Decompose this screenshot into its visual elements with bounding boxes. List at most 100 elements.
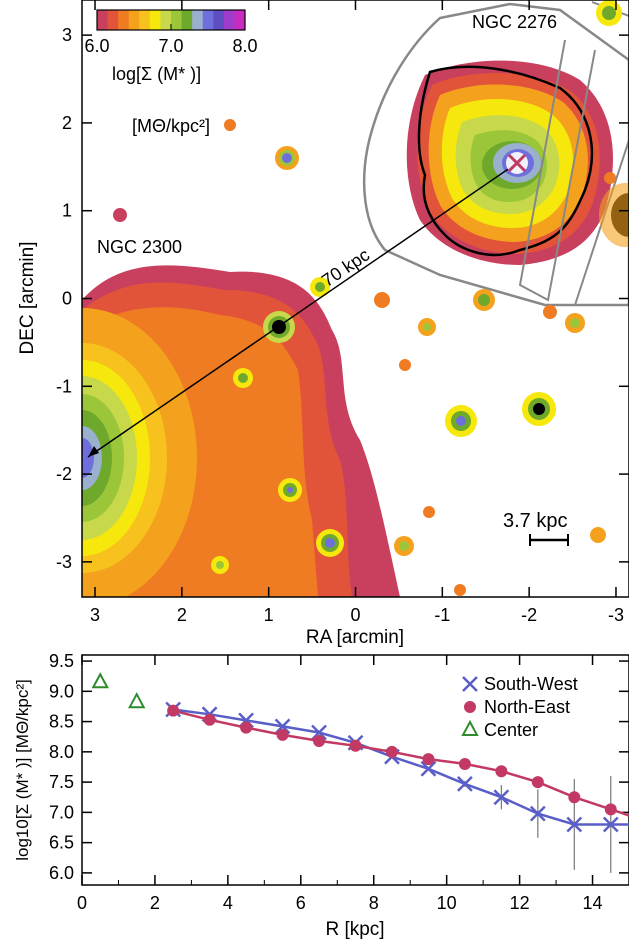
north-east-point-5	[349, 739, 362, 752]
north-east-point-7	[422, 753, 435, 766]
map-xtick-label-6: -3	[608, 605, 624, 625]
colorbar-swatch-12	[223, 10, 235, 30]
south-west-point-7	[420, 760, 437, 777]
region-boundary	[362, 2, 629, 307]
ngc2300-halo	[82, 265, 400, 597]
compact-sources	[113, 0, 622, 596]
profile-frame	[81, 654, 629, 886]
map-xtick-label-4: -1	[434, 605, 450, 625]
north-east-point-6	[385, 745, 398, 758]
galaxy-label-ngc2276: NGC 2276	[472, 12, 557, 32]
profile-ytick-label-6: 9.0	[49, 681, 74, 701]
north-east-point-0	[167, 704, 180, 717]
south-west-point-9	[493, 789, 510, 806]
north-east-point-10	[531, 776, 544, 789]
north-east-point-12	[604, 803, 617, 816]
galaxy-label-ngc2300: NGC 2300	[97, 237, 182, 257]
south-west-point-4	[311, 724, 327, 741]
colorbar-swatch-5	[149, 10, 161, 30]
colorbar: 6.0 7.0 8.0	[84, 9, 258, 56]
colorbar-swatch-0	[97, 10, 109, 30]
south-west-point-11	[566, 816, 583, 833]
north-east-point-1	[203, 713, 216, 726]
colorbar-swatch-10	[202, 10, 214, 30]
south-west-point-12	[602, 816, 619, 833]
map-ytick-label-4: -1	[56, 376, 72, 396]
profile-xlabel: R [kpc]	[325, 919, 384, 940]
map-xtick-label-2: 1	[264, 605, 274, 625]
colorbar-swatch-9	[192, 10, 204, 30]
density-map: 6.0 7.0 8.0	[82, 0, 629, 597]
map-ytick-label-6: -3	[56, 552, 72, 572]
map-axes: 3 2 1 0 -1 -2 -3 3 2 1 0 -1 -2 -3	[56, 0, 629, 625]
profile-xtick-label-2: 4	[223, 893, 233, 913]
colorbar-swatch-6	[160, 10, 172, 30]
profile-series	[91, 672, 629, 873]
profile-ytick-label-2: 7.0	[49, 802, 74, 822]
south-west-point-10	[529, 805, 546, 822]
center-point-0	[91, 672, 109, 689]
profile-xtick-label-7: 14	[583, 893, 603, 913]
profile-xtick-label-5: 10	[437, 893, 457, 913]
map-xtick-label-3: 0	[350, 605, 360, 625]
north-east-point-3	[276, 728, 289, 741]
north-east-point-9	[495, 765, 508, 778]
map-xtick-label-0: 3	[90, 605, 100, 625]
north-east-point-11	[568, 791, 581, 804]
profile-axes: 0 2 4 6 8 10 12 14 6.0 6.5 7.0 7.5 8.0 8.5 9.0 9.5	[49, 651, 629, 913]
profile-xtick-label-3: 6	[296, 893, 306, 913]
south-west-line	[173, 708, 629, 826]
legend-label-north-east: North-East	[484, 697, 570, 717]
scale-bar	[529, 534, 569, 546]
colorbar-swatch-8	[181, 10, 193, 30]
separation-line	[87, 162, 518, 458]
map-xtick-label-1: 2	[177, 605, 187, 625]
legend-label-center: Center	[484, 720, 538, 740]
profile-ytick-label-7: 9.5	[49, 651, 74, 671]
map-ylabel: DEC [arcmin]	[17, 242, 38, 355]
map-xtick-label-5: -2	[521, 605, 537, 625]
profile-ytick-label-1: 6.5	[49, 833, 74, 853]
colorbar-swatch-11	[213, 10, 225, 30]
profile-ytick-label-4: 8.0	[49, 742, 74, 762]
map-ytick-label-2: 1	[62, 201, 72, 221]
profile-xtick-label-6: 12	[510, 893, 530, 913]
profile-ytick-label-0: 6.0	[49, 863, 74, 883]
north-east-line	[172, 709, 629, 817]
profile-xtick-label-4: 8	[369, 893, 379, 913]
north-east-point-2	[240, 721, 253, 734]
north-east-point-4	[313, 734, 326, 747]
colorbar-swatch-2	[118, 10, 130, 30]
map-ytick-label-3: 0	[62, 289, 72, 309]
center-marker	[506, 152, 528, 174]
legend-marker-south-west	[462, 676, 478, 692]
profile-xtick-label-1: 2	[150, 893, 160, 913]
colorbar-tick-label-0: 6.0	[84, 36, 109, 56]
map-xlabel: RA [arcmin]	[306, 627, 404, 648]
center-point-1	[128, 692, 146, 709]
profile-xtick-label-0: 0	[77, 893, 87, 913]
colorbar-unit: [MΘ/kpc²]	[132, 116, 210, 136]
colorbar-title: log[Σ (M* )]	[112, 64, 201, 84]
profile-ytick-label-3: 7.5	[49, 772, 74, 792]
profile-ylabel: log10[Σ (M* )] [MΘ/kpc²]	[13, 679, 32, 861]
colorbar-swatch-3	[128, 10, 140, 30]
map-ytick-label-1: 2	[62, 113, 72, 133]
legend-label-south-west: South-West	[484, 674, 578, 694]
colorbar-tick-label-1: 7.0	[158, 36, 183, 56]
map-ytick-label-5: -2	[56, 464, 72, 484]
south-west-point-3	[274, 718, 291, 735]
legend-marker-center	[461, 719, 479, 736]
colorbar-swatch-7	[171, 10, 183, 30]
colorbar-swatch-4	[139, 10, 151, 30]
north-east-point-8	[458, 757, 471, 770]
colorbar-tick-label-2: 8.0	[232, 36, 257, 56]
south-west-point-8	[457, 776, 473, 792]
scale-bar-label: 3.7 kpc	[503, 510, 567, 532]
colorbar-swatch-13	[234, 10, 246, 30]
legend-marker-north-east	[464, 701, 476, 713]
legend: South-West North-East Center	[461, 674, 578, 740]
map-ytick-label-0: 3	[62, 25, 72, 45]
profile-ytick-label-5: 8.5	[49, 712, 74, 732]
